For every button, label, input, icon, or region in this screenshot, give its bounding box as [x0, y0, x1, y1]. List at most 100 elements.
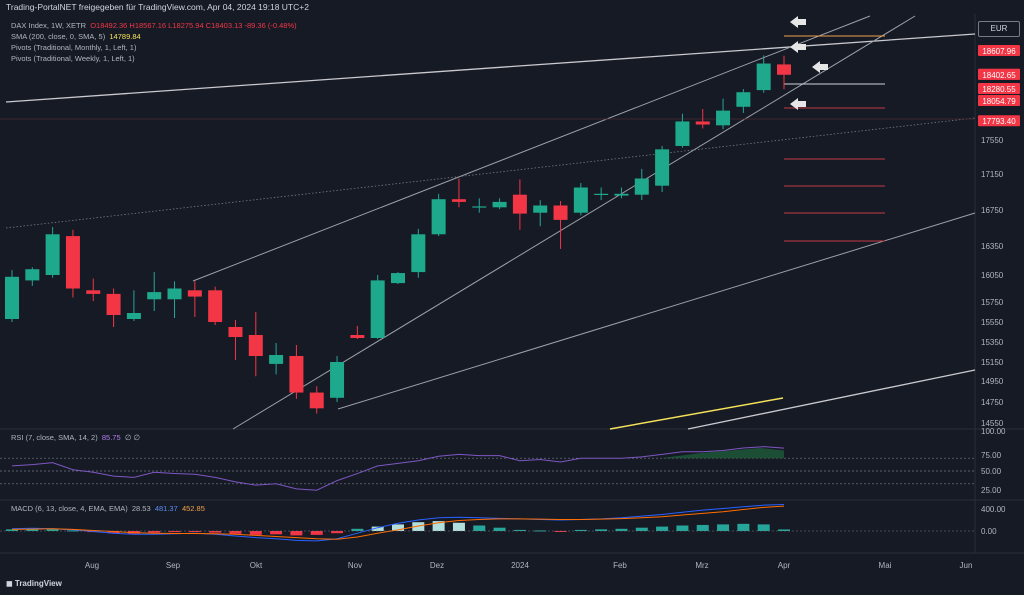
candle-body-31 — [634, 178, 649, 195]
legend-main: DAX Index, 1W, XETR O18492.36 H18567.16 … — [11, 21, 297, 30]
candle-body-1 — [25, 269, 40, 281]
x-tick-Feb: Feb — [613, 561, 627, 570]
legend-sma: SMA (200, close, 0, SMA, 5) 14789.84 — [11, 32, 141, 41]
macd-hist-22 — [452, 522, 465, 531]
tradingview-logo[interactable]: ◼ TradingView — [6, 579, 62, 588]
price-label-3: 18280.55 — [982, 85, 1016, 94]
footer-text: TradingView — [14, 579, 62, 588]
candle-body-12 — [248, 335, 263, 356]
candle-body-13 — [269, 355, 284, 364]
macd-line — [11, 504, 785, 542]
candle-body-16 — [330, 362, 345, 398]
x-tick-Nov: Nov — [348, 561, 362, 570]
arrow-annotation-2 — [812, 61, 828, 73]
macd-hist-23 — [473, 525, 486, 531]
y-tick-15550: 15550 — [981, 318, 1004, 327]
candle-body-38 — [777, 64, 791, 75]
candle-body-22 — [451, 199, 466, 202]
macd-tick-1: 0.00 — [981, 527, 997, 536]
macd-hist-20 — [412, 522, 425, 531]
macd-hist-33 — [676, 525, 689, 531]
rsi-tick-2: 50.00 — [981, 467, 1002, 476]
rsi-line — [11, 446, 785, 491]
candle-body-23 — [472, 206, 487, 208]
candle-body-0 — [5, 276, 19, 319]
macd-hist-32 — [656, 526, 669, 531]
legend-pivot-monthly: Pivots (Traditional, Monthly, 1, Left, 1… — [11, 43, 137, 52]
macd-hist-28 — [574, 529, 587, 531]
candle-body-5 — [106, 293, 121, 315]
rsi-tick-0: 100.00 — [981, 427, 1006, 436]
x-tick-Jun: Jun — [960, 561, 973, 570]
candle-body-2 — [45, 234, 60, 275]
legend-pivot-weekly: Pivots (Traditional, Weekly, 1, Left, 1) — [11, 54, 135, 63]
header-bar: Trading-PortalNET freigegeben für Tradin… — [0, 0, 1024, 14]
arrow-annotation-0 — [790, 16, 806, 28]
legend-rsi: RSI (7, close, SMA, 14, 2) 85.75 ∅ ∅ — [11, 433, 140, 442]
candle-body-27 — [553, 205, 568, 220]
y-tick-17550: 17550 — [981, 136, 1004, 145]
legend-macd-label: MACD (6, 13, close, 4, EMA, EMA) — [11, 504, 128, 513]
macd-hist-1 — [26, 528, 39, 531]
macd-tick-0: 400.00 — [981, 505, 1006, 514]
macd-hist-30 — [615, 528, 628, 531]
macd-hist-14 — [290, 531, 303, 536]
y-tick-14750: 14750 — [981, 398, 1004, 407]
tradingview-icon: ◼ — [6, 579, 13, 588]
macd-hist-27 — [554, 531, 567, 532]
x-tick-Mai: Mai — [879, 561, 892, 570]
legend-macd-line: 481.37 — [154, 504, 178, 513]
trendline-dotted — [5, 117, 976, 229]
candle-body-25 — [512, 194, 527, 214]
price-label-2: 18402.65 — [982, 71, 1016, 80]
legend-macd-hist: 28.53 — [131, 504, 151, 513]
candle-body-15 — [309, 392, 324, 409]
candle-body-19 — [391, 273, 405, 284]
macd-hist-9 — [188, 531, 201, 532]
macd-hist-8 — [168, 531, 181, 533]
trendline-bottom — [687, 369, 976, 430]
candle-body-21 — [431, 199, 446, 235]
price-label-box-4 — [978, 95, 1020, 106]
macd-hist-0 — [6, 529, 18, 531]
candle-body-18 — [370, 280, 385, 338]
candle-body-9 — [187, 290, 202, 297]
arrow-annotation-3 — [790, 98, 806, 110]
x-tick-2024: 2024 — [511, 561, 529, 570]
sma-200-line — [609, 397, 784, 430]
candle-body-36 — [736, 92, 751, 107]
trendline-upper — [5, 33, 976, 103]
candle-body-33 — [675, 121, 690, 146]
candle-body-11 — [228, 327, 243, 337]
y-tick-16750: 16750 — [981, 206, 1004, 215]
candle-body-30 — [614, 193, 629, 196]
channel-lower — [232, 15, 916, 430]
candle-body-26 — [533, 205, 548, 213]
rsi-tick-1: 75.00 — [981, 451, 1002, 460]
x-tick-Okt: Okt — [250, 561, 263, 570]
candle-body-37 — [756, 63, 771, 91]
currency-label[interactable]: EUR — [978, 21, 1020, 37]
y-tick-16350: 16350 — [981, 242, 1004, 251]
legend-rsi-value: 85.75 — [101, 433, 121, 442]
legend-sma-value: 14789.84 — [109, 32, 141, 41]
macd-hist-29 — [595, 529, 608, 531]
macd-hist-36 — [737, 523, 750, 531]
x-tick-Dez: Dez — [430, 561, 444, 570]
price-label-5: 17793.40 — [982, 117, 1016, 126]
candle-body-3 — [65, 236, 80, 289]
x-tick-Apr: Apr — [778, 561, 791, 570]
macd-hist-24 — [493, 527, 506, 531]
price-label-0: 18607.96 — [982, 47, 1016, 56]
macd-hist-13 — [270, 531, 283, 535]
macd-hist-37 — [757, 524, 770, 531]
x-tick-Sep: Sep — [166, 561, 181, 570]
candle-body-10 — [208, 290, 223, 322]
y-tick-16050: 16050 — [981, 271, 1004, 280]
candle-body-29 — [594, 193, 609, 195]
candle-body-35 — [716, 110, 731, 126]
macd-hist-15 — [310, 531, 323, 535]
macd-hist-25 — [513, 529, 526, 531]
